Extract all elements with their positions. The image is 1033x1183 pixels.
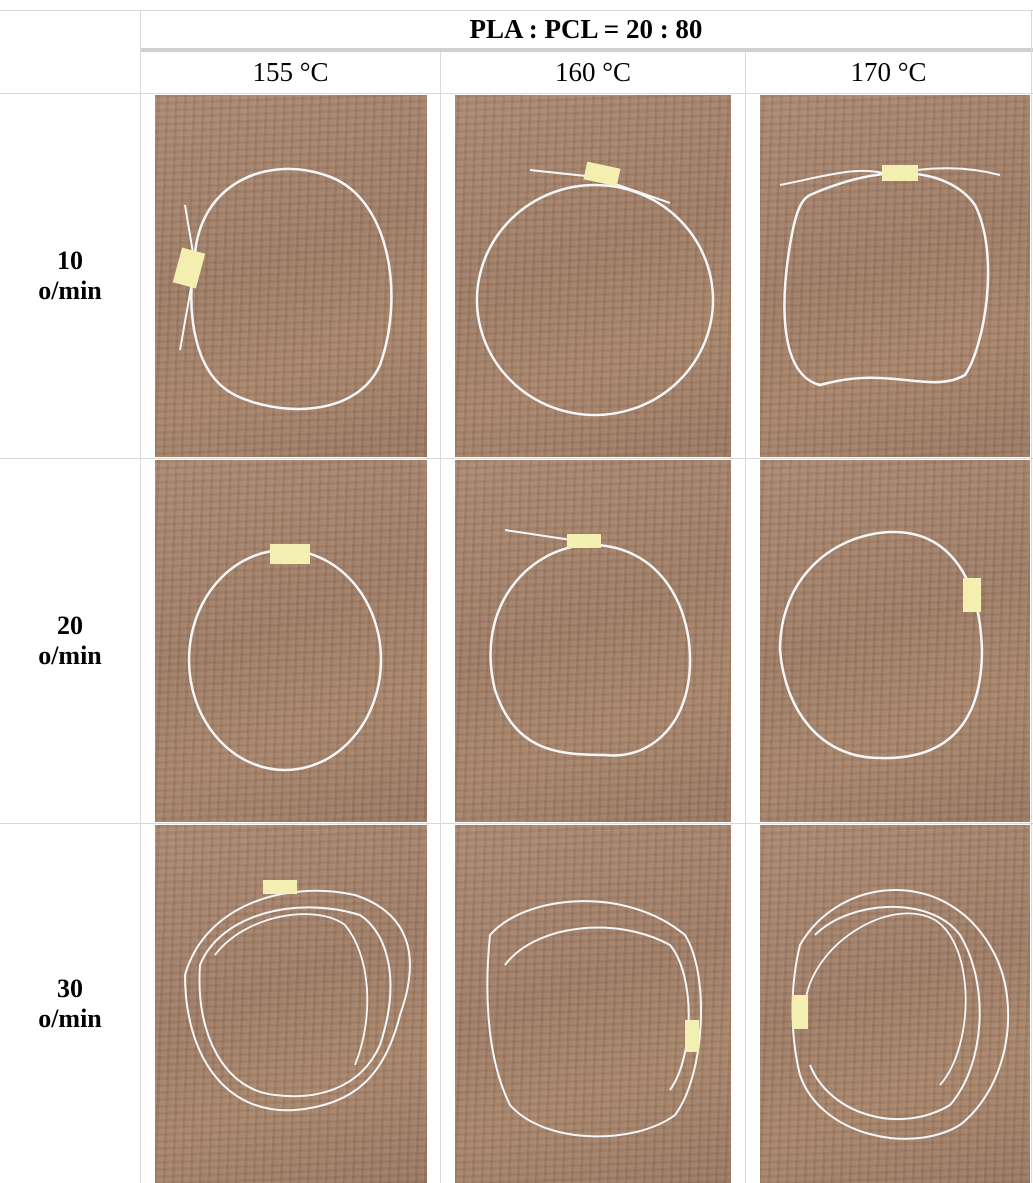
row-unit: o/min — [38, 641, 102, 670]
filament-loop-image — [779, 165, 1001, 387]
col-divider-2 — [745, 52, 746, 1183]
photo-10rpm-160c — [455, 95, 731, 457]
table-border-right — [1031, 10, 1032, 1183]
photo-20rpm-170c — [760, 460, 1030, 822]
filament-loop-image — [183, 880, 411, 1112]
photo-20rpm-160c — [455, 460, 731, 822]
col-divider-1 — [440, 52, 441, 1183]
header-double-rule — [140, 48, 1033, 52]
photo-30rpm-160c — [455, 825, 731, 1183]
photo-10rpm-170c — [760, 95, 1030, 457]
row-speed: 30 — [57, 973, 83, 1003]
temp-header-1: 155 °C — [252, 56, 329, 87]
row-header-30: 30 o/min — [0, 824, 140, 1183]
photo-10rpm-155c — [155, 95, 427, 457]
row-header-10: 10 o/min — [0, 94, 140, 458]
table-border-top — [0, 10, 1033, 11]
col-divider-0 — [140, 10, 141, 1183]
temp-header-3: 170 °C — [850, 56, 927, 87]
row-unit: o/min — [38, 1003, 102, 1033]
row-divider-2 — [0, 823, 1033, 824]
composition-header: PLA : PCL = 20 : 80 — [469, 13, 703, 44]
photo-20rpm-155c — [155, 460, 427, 822]
row-speed: 10 — [57, 246, 83, 276]
row-unit: o/min — [38, 276, 102, 305]
filament-loop-image — [791, 889, 1010, 1140]
filament-loop-image — [489, 529, 692, 757]
header-bottom-rule — [0, 93, 1033, 94]
photo-30rpm-170c — [760, 825, 1030, 1183]
filament-loop-image — [778, 530, 984, 760]
filament-loop-image — [187, 544, 383, 772]
row-divider-1 — [0, 458, 1033, 459]
filament-loop-image — [486, 900, 702, 1138]
row-header-20: 20 o/min — [0, 459, 140, 823]
row-speed: 20 — [57, 611, 83, 641]
filament-loop-image — [475, 161, 715, 417]
filament-loop-image — [172, 167, 393, 411]
temp-header-2: 160 °C — [554, 56, 632, 87]
photo-30rpm-155c — [155, 825, 427, 1183]
